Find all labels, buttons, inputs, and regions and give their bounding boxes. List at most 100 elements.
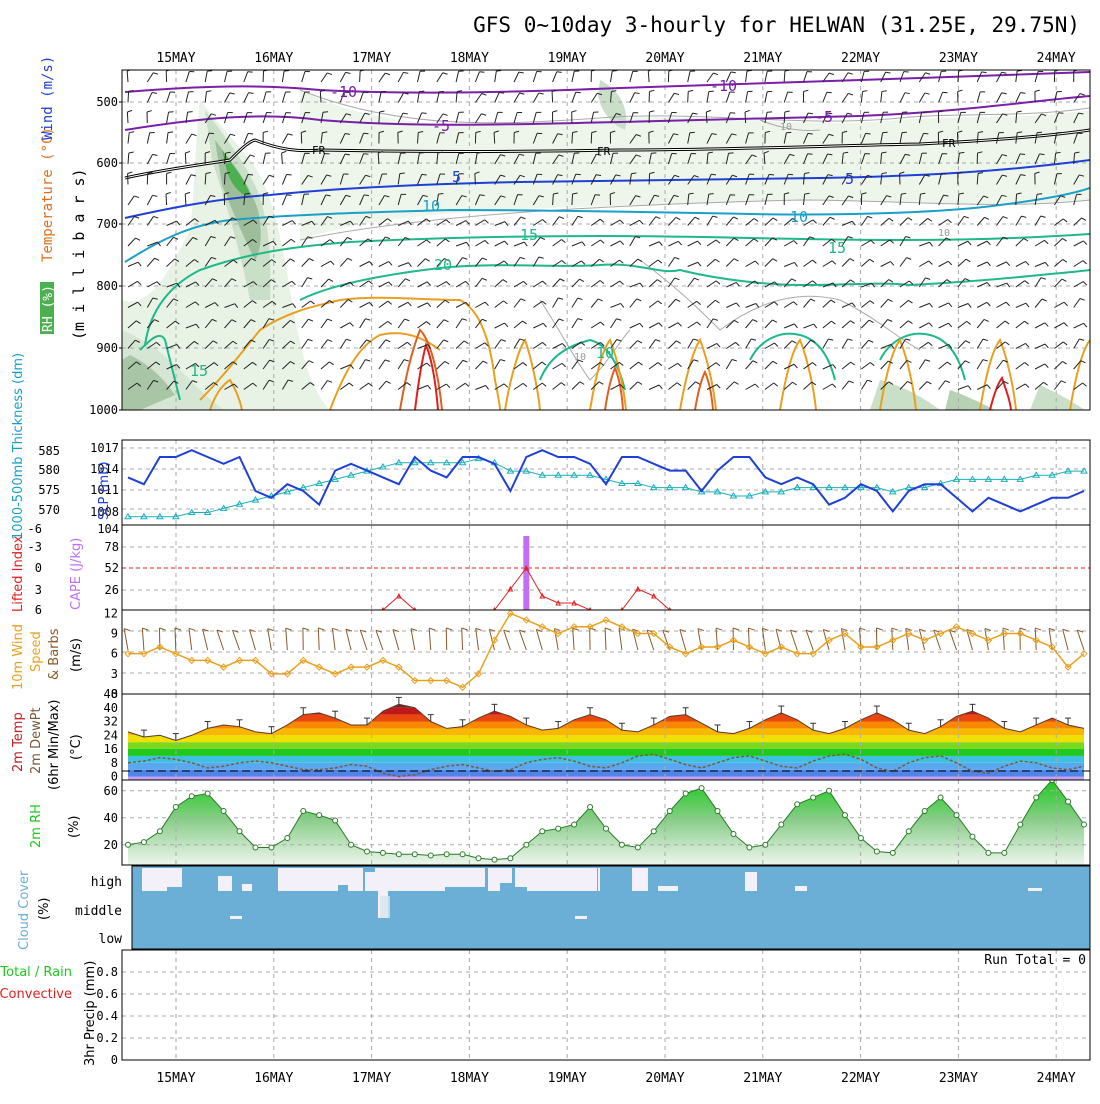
precip-tick-label: 0.2 xyxy=(96,1031,118,1045)
wind-barb-flag xyxy=(711,174,716,175)
precip-tick-label: 0 xyxy=(111,1053,118,1067)
rh-point xyxy=(779,822,784,827)
wind-barb-flag xyxy=(959,152,964,153)
rh-point xyxy=(635,845,640,850)
wind-barb-flag xyxy=(400,173,405,174)
cape-bars xyxy=(523,536,529,610)
rh-point xyxy=(556,826,561,831)
rh-point xyxy=(508,856,513,861)
date-label-top: 16MAY xyxy=(254,51,293,66)
surface-barb-flag xyxy=(1003,628,1009,630)
temp-band xyxy=(122,777,1090,780)
wind-barb xyxy=(128,92,129,103)
rh-point xyxy=(524,842,529,847)
temp-band xyxy=(122,701,1090,708)
wind-barb-flag xyxy=(188,112,193,113)
surface-barb xyxy=(462,628,463,650)
surface-barb xyxy=(217,630,224,650)
temp-band xyxy=(122,742,1090,749)
date-label-bottom: 16MAY xyxy=(254,1071,293,1086)
label-thickness: 1000-500mb Thickness (dm) xyxy=(11,353,26,540)
rh-point xyxy=(253,845,258,850)
surface-barb-flag xyxy=(1020,628,1026,630)
rh-point xyxy=(349,842,354,847)
wind-barb xyxy=(572,133,573,144)
label-freezing-3: FR xyxy=(942,137,956,150)
label-cloud-cover: Cloud Cover xyxy=(17,870,32,950)
label-speed: Speed xyxy=(29,631,44,672)
rh-point xyxy=(317,813,322,818)
label-wind-unit: (m/s) xyxy=(69,638,84,672)
rh-point xyxy=(476,856,481,861)
surface-barb-flag xyxy=(733,628,739,630)
label-precip: 3hr Precip (mm) xyxy=(83,961,98,1066)
rh-point xyxy=(460,852,465,857)
label-cloud-unit: (%) xyxy=(37,898,52,921)
surface-barb-flag xyxy=(877,628,883,630)
label-5-b: 5 xyxy=(845,170,854,188)
wind-barb-flag xyxy=(1020,154,1025,155)
rh-point xyxy=(396,852,401,857)
rh-point xyxy=(157,829,162,834)
surface-barb xyxy=(934,630,941,650)
surface-barb-flag xyxy=(318,628,324,630)
surface-barb xyxy=(411,629,415,650)
label-wind: Wind (m/s) xyxy=(40,56,56,140)
temp-tick-label: 32 xyxy=(104,715,118,729)
wind-barb-flag xyxy=(923,133,928,134)
rh-point xyxy=(333,818,338,823)
wind-barb-flag xyxy=(808,133,813,134)
cape-tick-label: 104 xyxy=(97,522,119,536)
thickness-tick-label: 585 xyxy=(38,444,60,458)
li-tick-label: 6 xyxy=(35,603,42,617)
rh-point xyxy=(843,813,848,818)
rh-point xyxy=(954,813,959,818)
surface-barb-flag xyxy=(698,629,704,631)
temp-band xyxy=(122,749,1090,756)
rh-point xyxy=(938,795,943,800)
thickness-tick-label: 570 xyxy=(38,503,60,517)
wind-barb-flag xyxy=(438,193,443,194)
rh-point xyxy=(795,802,800,807)
surface-barb xyxy=(233,630,240,650)
li-tick-label: 0 xyxy=(35,561,42,575)
rh-point xyxy=(1082,822,1087,827)
surface-barb xyxy=(124,629,128,650)
date-label-top: 18MAY xyxy=(450,51,489,66)
wind-barb-flag xyxy=(422,113,427,114)
rh-point xyxy=(731,831,736,836)
temp-band xyxy=(122,735,1090,742)
wind-barb-flag xyxy=(248,174,253,175)
rh-point xyxy=(588,804,593,809)
temp-band xyxy=(122,763,1090,770)
temp-band xyxy=(122,715,1090,722)
surface-barb-flag xyxy=(159,628,165,630)
rh-point xyxy=(205,791,210,796)
rh-point xyxy=(126,842,131,847)
precip-panel: 0.80.60.40.20 Run Total = 0 Total / Rain… xyxy=(0,950,1090,1067)
axis-tick-label: 800 xyxy=(96,279,118,293)
surface-barb xyxy=(175,628,176,650)
wind-barb-flag xyxy=(1017,132,1022,133)
rh-point xyxy=(827,788,832,793)
wind-barb xyxy=(591,133,592,144)
surface-barb-flag xyxy=(892,628,898,630)
surface-barb xyxy=(268,629,272,650)
label-lifted-index: Lifted Index xyxy=(11,535,26,612)
axis-tick-label: 500 xyxy=(96,95,118,109)
wind-barb xyxy=(784,71,785,82)
cape-tick-label: 78 xyxy=(105,540,119,554)
wind-barb-flag xyxy=(709,194,714,195)
temp-band xyxy=(122,722,1090,729)
wind-tick-label: 6 xyxy=(111,647,118,661)
li-tick-label: -6 xyxy=(28,522,42,536)
rh-point xyxy=(651,829,656,834)
cape-tick-label: 26 xyxy=(105,583,119,597)
surface-barb-flag xyxy=(303,628,309,630)
surface-barb-flag xyxy=(985,629,991,631)
rh-point xyxy=(699,786,704,791)
rh-point xyxy=(970,834,975,839)
